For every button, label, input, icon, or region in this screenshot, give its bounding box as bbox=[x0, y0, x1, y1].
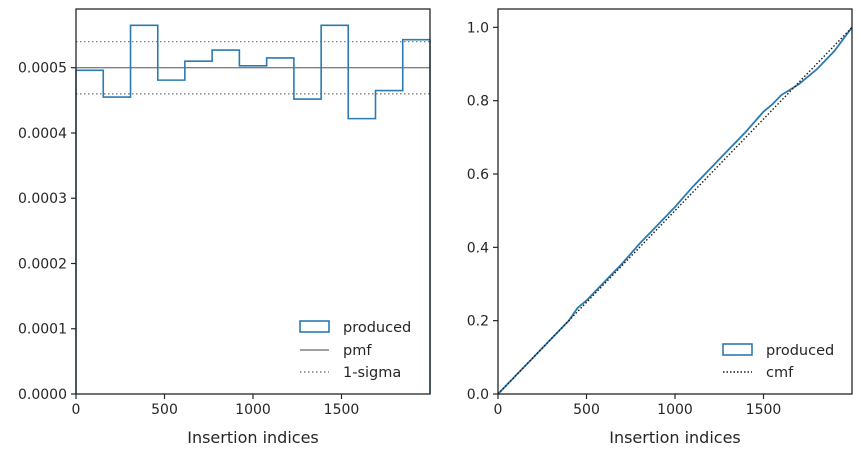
left-y-tick-label: 0.0002 bbox=[18, 256, 67, 272]
cmf-line bbox=[497, 26, 853, 395]
right-y-tick-label: 0.8 bbox=[467, 94, 489, 110]
right-plot-area bbox=[497, 26, 853, 395]
right-x-tick-label: 1000 bbox=[657, 402, 693, 418]
produced-histogram-step bbox=[75, 24, 431, 394]
left-y-tick-label: 0.0001 bbox=[18, 322, 67, 338]
left-y-tick-label: 0.0004 bbox=[18, 126, 67, 142]
right-chart-panel: 0 500 1000 1500 0.0 0.2 0.4 0.6 0.8 1.0 Insertion… bbox=[467, 8, 853, 447]
legend-produced-label: produced bbox=[343, 320, 411, 336]
right-x-tick-label: 500 bbox=[573, 402, 600, 418]
legend-cmf-label: cmf bbox=[766, 365, 794, 381]
right-y-tick-label: 0.4 bbox=[467, 240, 489, 256]
left-plot-area bbox=[75, 24, 431, 394]
legend-pmf-label: pmf bbox=[343, 343, 372, 359]
left-y-tick-label: 0.0003 bbox=[18, 191, 67, 207]
right-x-tick-label: 1500 bbox=[746, 402, 782, 418]
left-y-tick-label: 0.0005 bbox=[18, 61, 67, 77]
right-x-axis-label: Insertion indices bbox=[609, 428, 741, 447]
produced-ecdf-line bbox=[497, 26, 853, 395]
left-x-tick-label: 1000 bbox=[235, 402, 271, 418]
right-ticks: 0 500 1000 1500 0.0 0.2 0.4 0.6 0.8 1.0 bbox=[467, 20, 782, 418]
left-x-tick-label: 0 bbox=[72, 402, 81, 418]
legend-sigma-label: 1-sigma bbox=[343, 365, 401, 381]
legend-produced-label: produced bbox=[766, 343, 834, 359]
left-x-tick-label: 500 bbox=[151, 402, 178, 418]
left-chart-panel: 0 500 1000 1500 0.0000 0.0001 0.0002 0.0003 0.00… bbox=[18, 8, 431, 447]
left-x-axis-label: Insertion indices bbox=[187, 428, 319, 447]
left-legend: produced pmf 1-sigma bbox=[299, 320, 411, 381]
left-ticks: 0 500 1000 1500 0.0000 0.0001 0.0002 0.0003 0.00… bbox=[18, 61, 359, 418]
right-y-tick-label: 0.2 bbox=[467, 314, 489, 330]
right-y-tick-label: 1.0 bbox=[467, 20, 489, 36]
legend-produced-patch bbox=[722, 343, 753, 356]
left-x-tick-label: 1500 bbox=[324, 402, 360, 418]
right-axes-frame bbox=[497, 8, 853, 395]
legend-produced-patch bbox=[299, 320, 330, 333]
right-legend: produced cmf bbox=[722, 343, 834, 381]
left-axes-frame bbox=[75, 8, 431, 395]
right-x-tick-label: 0 bbox=[494, 402, 503, 418]
right-y-tick-label: 0.0 bbox=[467, 387, 489, 403]
right-y-tick-label: 0.6 bbox=[467, 167, 489, 183]
left-y-tick-label: 0.0000 bbox=[18, 387, 67, 403]
